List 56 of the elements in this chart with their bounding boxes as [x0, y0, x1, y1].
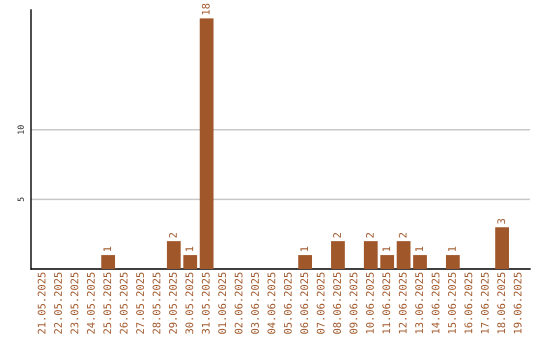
x-tick-label: 25.05.2025	[103, 272, 112, 334]
bar	[183, 255, 198, 269]
bar	[364, 241, 378, 269]
x-tick-label: 22.05.2025	[54, 272, 62, 334]
x-tick-label: 24.05.2025	[86, 272, 95, 334]
x-tick-label: 08.06.2025	[333, 272, 341, 334]
x-tick-label: 18.06.2025	[497, 272, 506, 334]
x-tick-label: 16.06.2025	[464, 272, 472, 334]
data-label: 1	[300, 246, 308, 252]
x-tick-label: 23.05.2025	[70, 272, 78, 334]
x-tick-label: 10.06.2025	[366, 272, 374, 334]
x-tick-label: 30.05.2025	[185, 272, 194, 334]
x-tick-label: 31.05.2025	[202, 272, 210, 334]
bar	[200, 18, 214, 269]
x-tick-label: 14.06.2025	[432, 272, 440, 334]
data-label: 1	[415, 246, 423, 252]
x-tick-label: 29.05.2025	[168, 272, 177, 334]
x-tick-label: 19.06.2025	[514, 272, 522, 334]
x-tick-label: 11.06.2025	[382, 272, 390, 334]
x-tick-label: 07.06.2025	[316, 272, 325, 334]
x-tick-label: 27.05.2025	[136, 272, 144, 334]
x-tick-label: 26.05.2025	[120, 272, 128, 334]
y-tick-label: 5	[18, 198, 24, 202]
x-tick-label: 12.06.2025	[398, 272, 407, 334]
x-tick-label: 04.06.2025	[267, 272, 276, 334]
data-label: 2	[168, 232, 177, 238]
bar	[380, 255, 394, 269]
data-label: 18	[202, 4, 210, 14]
data-label: 1	[382, 246, 390, 252]
bar	[396, 241, 411, 269]
bar	[495, 227, 509, 269]
data-label: 1	[103, 246, 112, 252]
x-tick-label: 28.05.2025	[152, 272, 160, 334]
data-label: 3	[497, 218, 506, 224]
bar	[101, 255, 116, 269]
data-label: 2	[333, 232, 341, 238]
x-tick-label: 05.06.2025	[284, 272, 292, 334]
data-label: 1	[448, 246, 456, 252]
x-tick-label: 02.06.2025	[234, 272, 243, 334]
bar	[413, 255, 427, 269]
x-tick-label: 01.06.2025	[218, 272, 226, 334]
y-tick-label: 10	[18, 125, 24, 134]
data-label: 2	[398, 232, 407, 238]
data-label: 1	[186, 246, 194, 252]
x-tick-label: 13.06.2025	[415, 272, 424, 334]
x-tick-label: 06.06.2025	[300, 272, 308, 334]
bar	[331, 241, 345, 269]
x-tick-label: 21.05.2025	[38, 272, 46, 334]
x-tick-label: 03.06.2025	[251, 272, 259, 334]
data-label: 2	[366, 232, 374, 238]
x-tick-label: 15.06.2025	[448, 272, 456, 334]
bar	[298, 255, 312, 269]
bar	[446, 255, 460, 269]
x-tick-label: 09.06.2025	[350, 272, 358, 334]
bar	[166, 241, 181, 269]
x-tick-label: 17.06.2025	[480, 272, 489, 334]
